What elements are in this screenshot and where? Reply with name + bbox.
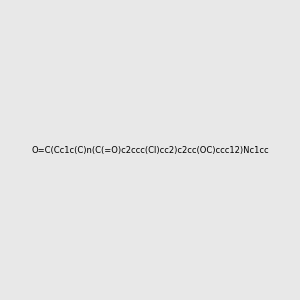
Text: O=C(Cc1c(C)n(C(=O)c2ccc(Cl)cc2)c2cc(OC)ccc12)Nc1cc: O=C(Cc1c(C)n(C(=O)c2ccc(Cl)cc2)c2cc(OC)c… xyxy=(31,146,269,154)
